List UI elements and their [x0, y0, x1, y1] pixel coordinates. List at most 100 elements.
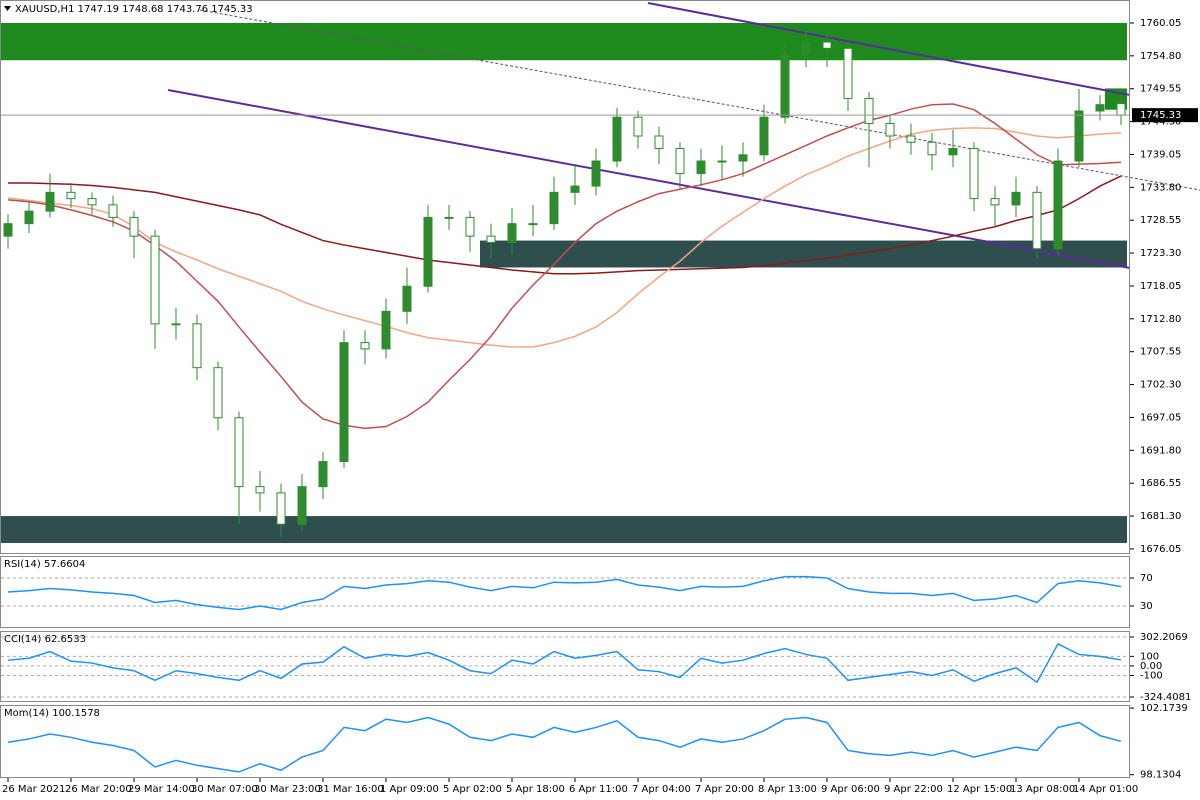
- y-tick-label: 102.1739: [1140, 703, 1188, 714]
- y-tick-label: -324.4081: [1140, 692, 1191, 703]
- high-value: 1748.68: [122, 4, 163, 15]
- candle-body: [738, 154, 748, 162]
- y-tick-label: 302.2069: [1140, 632, 1188, 643]
- y-tick-label: 1707.55: [1140, 347, 1181, 358]
- candle-body: [801, 41, 811, 56]
- panel-border: [0, 0, 1130, 554]
- candle-body: [45, 191, 55, 212]
- x-tick-label: 5 Apr 18:00: [506, 784, 565, 795]
- overlays: [167, 2, 1200, 269]
- y-tick-label: 1749.55: [1140, 84, 1181, 95]
- candle-body: [276, 492, 286, 525]
- candle-body: [927, 141, 937, 156]
- candle-body: [696, 160, 706, 175]
- candle-body: [465, 216, 475, 237]
- indicator-title: CCI(14) 62.6533: [4, 634, 86, 645]
- y-tick-label: 0.00: [1140, 661, 1162, 672]
- y-tick-label: 30: [1140, 601, 1153, 612]
- candle-body: [192, 323, 202, 369]
- symbol: XAUUSD,H1: [15, 4, 74, 15]
- candle-body: [570, 185, 580, 193]
- candle-body: [129, 216, 139, 237]
- y-tick-label: 100: [1140, 651, 1159, 662]
- x-tick-label: 1 Apr 09:00: [380, 784, 439, 795]
- candle-body: [213, 367, 223, 419]
- x-tick-label: 30 Mar 07:00: [191, 784, 258, 795]
- x-tick-label: 29 Mar 14:00: [128, 784, 195, 795]
- x-tick-label: 13 Apr 08:00: [1010, 784, 1075, 795]
- y-tick-label: 1676.05: [1140, 544, 1181, 555]
- x-tick-label: 7 Apr 04:00: [632, 784, 691, 795]
- indicator-value: 57.6604: [44, 559, 85, 570]
- candle-body: [402, 285, 412, 312]
- x-tick-label: 12 Apr 15:00: [947, 784, 1012, 795]
- candle-body: [948, 148, 958, 156]
- x-tick-label: 31 Mar 16:00: [317, 784, 384, 795]
- y-tick-label: 1702.30: [1140, 380, 1181, 391]
- dotted-trendline: [199, 9, 1200, 191]
- indicator-name: CCI(14): [4, 634, 42, 645]
- price-zone: [480, 240, 1127, 268]
- series-line: [7, 716, 1122, 773]
- price-zone: [0, 22, 1127, 61]
- candle-body: [150, 235, 160, 325]
- y-tick-label: 1723.30: [1140, 248, 1181, 259]
- candle-body: [843, 47, 853, 99]
- candle-body: [549, 191, 559, 225]
- x-tick-label: 9 Apr 22:00: [884, 784, 943, 795]
- open-value: 1747.19: [78, 4, 119, 15]
- x-tick-label: 7 Apr 20:00: [695, 784, 754, 795]
- candle-body: [759, 116, 769, 156]
- close-value: 1745.33: [211, 4, 252, 15]
- y-tick-label: 1691.80: [1140, 445, 1181, 456]
- candle-body: [423, 216, 433, 287]
- candle-body: [486, 235, 496, 243]
- x-tick-label: 8 Apr 13:00: [758, 784, 817, 795]
- indicator-name: Mom(14): [4, 708, 49, 719]
- indicator-title: Mom(14) 100.1578: [4, 708, 100, 719]
- series-line: [8, 175, 1122, 275]
- candle-body: [885, 122, 895, 137]
- candle-body: [24, 210, 34, 225]
- main-panel: [1, 29, 1130, 773]
- candle-body: [591, 160, 601, 187]
- candle-body: [444, 216, 454, 219]
- candle-body: [1074, 110, 1084, 162]
- zones: [0, 22, 1127, 543]
- candle-body: [990, 198, 1000, 206]
- candle-body: [3, 223, 13, 237]
- candle-body: [969, 148, 979, 200]
- last-price-box: [1132, 108, 1198, 123]
- candle-body: [66, 191, 76, 200]
- candle-body: [318, 461, 328, 488]
- candle-body: [1032, 191, 1042, 250]
- menu-arrow-icon[interactable]: [4, 6, 11, 11]
- lower-channel-line: [167, 89, 1131, 269]
- y-tick-label: 1739.05: [1140, 149, 1181, 160]
- y-tick-label: 1760.05: [1140, 18, 1181, 29]
- y-tick-label: 1728.55: [1140, 215, 1181, 226]
- candle-body: [675, 148, 685, 175]
- price-zone: [0, 516, 1127, 543]
- candle-body: [1095, 104, 1105, 112]
- candle-body: [1116, 102, 1126, 116]
- candle-body: [234, 417, 244, 488]
- candle-body: [717, 160, 727, 163]
- candle-body: [864, 97, 874, 124]
- x-tick-label: 30 Mar 23:00: [254, 784, 321, 795]
- y-tick-label: -100: [1140, 671, 1163, 682]
- y-tick-label: 1697.05: [1140, 412, 1181, 423]
- x-tick-label: 6 Apr 11:00: [569, 784, 628, 795]
- candle-body: [381, 310, 391, 350]
- series-line: [7, 642, 1122, 684]
- candle-body: [1053, 160, 1063, 250]
- candle-body: [108, 204, 118, 218]
- panel-border: [0, 556, 1130, 628]
- y-tick-label: 1681.30: [1140, 511, 1181, 522]
- indicator-title: RSI(14) 57.6604: [4, 559, 85, 570]
- indicator-name: RSI(14): [4, 559, 41, 570]
- x-tick-label: 26 Mar 20:00: [65, 784, 132, 795]
- candle-body: [780, 54, 790, 118]
